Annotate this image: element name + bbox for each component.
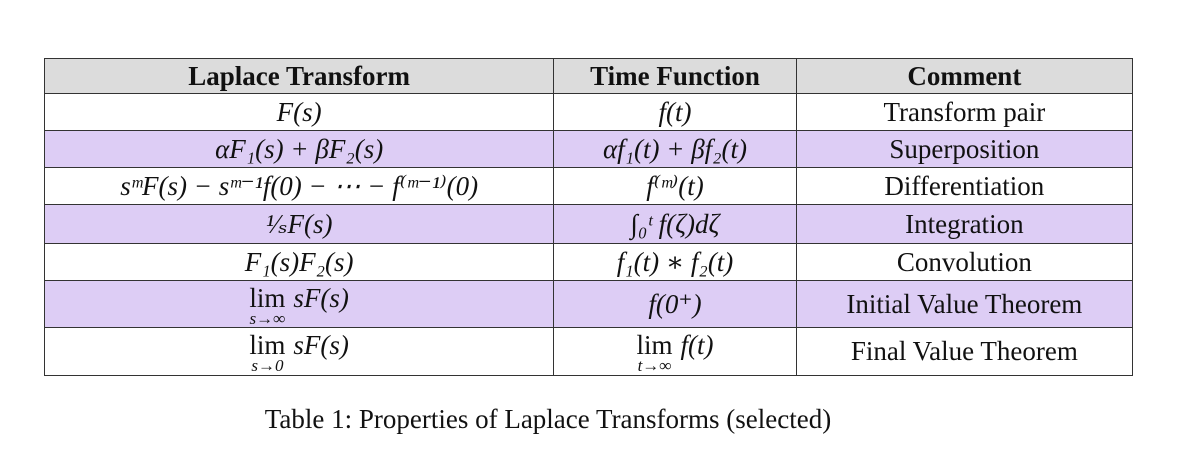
table-cell: ∫₀ᵗ f(ζ)dζ bbox=[553, 204, 797, 244]
table-cell: ¹⁄ₛF(s) bbox=[43, 204, 555, 244]
table-cell: lim t→∞ f(t) bbox=[553, 327, 797, 376]
table-row: lim s→0 sF(s) lim t→∞ f(t) Final Value Theorem bbox=[43, 327, 1134, 376]
limit: lim s→∞ bbox=[249, 283, 286, 328]
table-cell: Transform pair bbox=[795, 93, 1134, 131]
limit: lim s→0 bbox=[249, 330, 286, 375]
table-cell: Final Value Theorem bbox=[795, 327, 1134, 376]
table-row: F₁(s)F₂(s) f₁(t) ∗ f₂(t) Convolution bbox=[43, 243, 1134, 281]
limit-word: lim bbox=[636, 330, 673, 360]
limit-expression: sF(s) bbox=[293, 283, 349, 313]
table-cell: f⁽ᵐ⁾(t) bbox=[553, 167, 797, 205]
table-cell: Initial Value Theorem bbox=[795, 280, 1134, 328]
table-cell: f₁(t) ∗ f₂(t) bbox=[553, 243, 797, 281]
table-row: F(s) f(t) Transform pair bbox=[43, 93, 1134, 131]
limit-under: s→0 bbox=[251, 356, 284, 375]
table-cell: sᵐF(s) − sᵐ⁻¹f(0) − ⋯ − f⁽ᵐ⁻¹⁾(0) bbox=[43, 167, 555, 205]
limit-word: lim bbox=[249, 330, 286, 360]
header-row: Laplace Transform Time Function Comment bbox=[43, 58, 1134, 94]
limit-under: s→∞ bbox=[249, 309, 286, 328]
table-cell: Superposition bbox=[795, 130, 1134, 168]
table-cell: Integration bbox=[795, 204, 1134, 244]
header-cell: Laplace Transform bbox=[43, 58, 555, 94]
limit-expression: f(t) bbox=[680, 330, 714, 360]
limit-word: lim bbox=[249, 283, 286, 313]
limit: lim t→∞ bbox=[636, 330, 673, 375]
limit-under: t→∞ bbox=[637, 356, 672, 375]
caption: Table 1: Properties of Laplace Transform… bbox=[264, 404, 832, 434]
table-cell: lim s→0 sF(s) bbox=[43, 327, 555, 376]
header-cell: Time Function bbox=[553, 58, 797, 94]
header-cell: Comment bbox=[795, 58, 1134, 94]
table-row: ¹⁄ₛF(s) ∫₀ᵗ f(ζ)dζ Integration bbox=[43, 204, 1134, 244]
table-cell: f(0⁺) bbox=[553, 280, 797, 328]
table-cell: αf₁(t) + βf₂(t) bbox=[553, 130, 797, 168]
table-cell: F(s) bbox=[43, 93, 555, 131]
table-row: lim s→∞ sF(s) f(0⁺) Initial Value Theorem bbox=[43, 280, 1134, 328]
table-cell: f(t) bbox=[553, 93, 797, 131]
table-cell: F₁(s)F₂(s) bbox=[43, 243, 555, 281]
table-cell: Convolution bbox=[795, 243, 1134, 281]
table-row: αF₁(s) + βF₂(s) αf₁(t) + βf₂(t) Superposit… bbox=[43, 130, 1134, 168]
table-row: sᵐF(s) − sᵐ⁻¹f(0) − ⋯ − f⁽ᵐ⁻¹⁾(0) f⁽ᵐ⁾(t)… bbox=[43, 167, 1134, 205]
limit-expression: sF(s) bbox=[293, 330, 349, 360]
table-body: F(s) f(t) Transform pair αF₁(s) + βF₂(s) αf₁… bbox=[43, 93, 1134, 376]
table-cell: Differentiation bbox=[795, 167, 1134, 205]
table-cell: αF₁(s) + βF₂(s) bbox=[43, 130, 555, 168]
table-cell: lim s→∞ sF(s) bbox=[43, 280, 555, 328]
laplace-table: Laplace Transform Time Function Comment F(… bbox=[43, 58, 1134, 376]
